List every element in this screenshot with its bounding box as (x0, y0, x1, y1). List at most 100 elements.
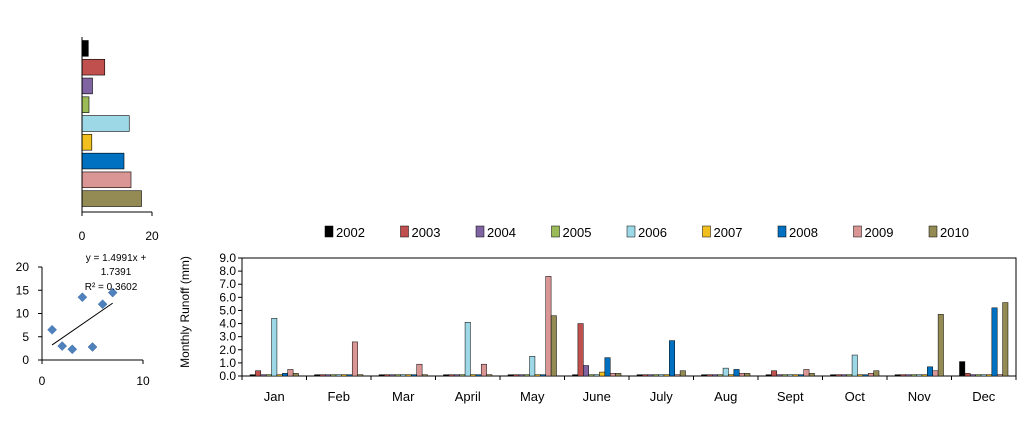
bar-april-2007 (470, 374, 477, 377)
bar-may-2008 (540, 374, 546, 377)
bar-june-2009 (609, 373, 616, 377)
bar-dec-2002 (959, 361, 966, 377)
bar-dec-2008 (991, 307, 998, 377)
bar-jan-2009 (287, 369, 294, 377)
bar-july-2004 (647, 374, 654, 377)
bar-sept-2010 (808, 373, 815, 377)
bar-jan-2007 (276, 374, 283, 377)
legend-label-2003: 2003 (412, 225, 441, 240)
bar-nov-2003 (900, 374, 907, 377)
hbar-x-tick-label: 20 (145, 229, 159, 243)
monthly-runoff-chart: Monthly Runoff (mm) 0.01.02.03.04.05.06.… (178, 225, 1017, 404)
bar-june-2002 (572, 374, 579, 377)
hbar-x-tick-label: 0 (79, 229, 86, 243)
bar-aug-2008 (733, 369, 740, 377)
x-tick-label-nov: Nov (908, 389, 932, 404)
bar-july-2009 (674, 374, 681, 377)
bar-june-2008 (604, 357, 611, 377)
bar-jan-2002 (249, 374, 256, 377)
trendline-equation-line: y = 1.4991x + (86, 253, 147, 264)
y-tick-label: 5.0 (219, 303, 236, 317)
legend-label-2006: 2006 (638, 225, 667, 240)
bar-dec-2006 (980, 374, 987, 377)
bar-dec-2007 (986, 374, 993, 377)
x-tick-label-jan: Jan (264, 389, 285, 404)
bar-jan-2005 (265, 374, 272, 377)
x-tick-label-june: June (583, 389, 611, 404)
bar-sept-2004 (776, 374, 783, 377)
bar-dec-2005 (975, 374, 982, 377)
bar-mar-2002 (378, 374, 385, 377)
bar-jan-2010 (292, 373, 299, 377)
bar-sept-2009 (803, 369, 810, 377)
bar-june-2003 (577, 323, 584, 377)
scatter-y-tick-label: 10 (16, 307, 30, 321)
legend-label-2007: 2007 (714, 225, 743, 240)
scatter-point (87, 342, 98, 352)
bar-nov-2004 (905, 374, 912, 377)
bar-oct-2007 (857, 374, 864, 377)
bar-april-2009 (480, 363, 487, 377)
hbar-2004 (81, 77, 93, 95)
bar-aug-2004 (712, 374, 718, 377)
bar-july-2002 (636, 374, 643, 377)
horizontal-bar-chart: 0 20 (79, 37, 159, 243)
bar-june-2004 (583, 365, 589, 377)
bar-may-2007 (534, 374, 541, 377)
bar-april-2006 (464, 321, 471, 377)
bar-april-2002 (443, 374, 450, 377)
bar-april-2003 (448, 374, 455, 377)
scatter-trendline (51, 302, 113, 346)
bar-sept-2008 (798, 374, 804, 377)
hbar-2009 (81, 171, 132, 189)
legend-label-2002: 2002 (336, 225, 365, 240)
y-tick-label: 3.0 (219, 330, 236, 344)
bar-may-2005 (523, 374, 530, 377)
scatter-point (97, 299, 108, 310)
y-tick-label: 8.0 (219, 264, 236, 278)
bar-aug-2002 (701, 374, 708, 377)
bar-may-2002 (507, 374, 514, 377)
legend-label-2008: 2008 (789, 225, 818, 240)
scatter-point (107, 287, 118, 298)
y-tick-label: 9.0 (219, 251, 236, 265)
x-tick-label-mar: Mar (392, 389, 415, 404)
bar-jan-2006 (271, 318, 278, 377)
hbar-2003 (81, 58, 106, 76)
bar-june-2005 (588, 374, 595, 377)
bar-jan-2003 (255, 370, 262, 377)
bar-feb-2006 (335, 374, 342, 377)
bar-nov-2007 (921, 374, 928, 377)
bar-nov-2010 (937, 314, 944, 377)
legend-swatch-2002 (324, 225, 334, 238)
bar-sept-2007 (792, 374, 799, 377)
bar-feb-2009 (351, 341, 358, 377)
bar-aug-2006 (722, 367, 729, 377)
bar-feb-2002 (314, 374, 321, 377)
bar-dec-2009 (996, 374, 1003, 377)
hbar-2010 (81, 190, 142, 207)
bar-feb-2004 (325, 374, 331, 377)
bar-feb-2010 (357, 374, 364, 377)
x-tick-label-may: May (520, 389, 545, 404)
bar-oct-2010 (873, 370, 880, 377)
bar-july-2005 (652, 374, 659, 377)
legend-swatch-2006 (626, 225, 636, 238)
bar-feb-2003 (319, 374, 326, 377)
legend-label-2005: 2005 (563, 225, 592, 240)
bar-oct-2002 (830, 374, 837, 377)
bar-feb-2005 (330, 374, 337, 377)
bar-nov-2006 (916, 374, 923, 377)
bar-oct-2008 (862, 374, 869, 377)
bar-feb-2008 (346, 374, 353, 377)
x-tick-label-dec: Dec (972, 389, 996, 404)
y-tick-label: 4.0 (219, 317, 236, 331)
bar-mar-2007 (405, 374, 412, 377)
bar-oct-2009 (867, 373, 874, 377)
legend-swatch-2005 (551, 225, 560, 238)
bar-july-2007 (663, 374, 670, 377)
bar-july-2008 (669, 340, 675, 377)
bar-feb-2007 (341, 374, 348, 377)
y-tick-label: 7.0 (219, 277, 236, 291)
bar-april-2004 (454, 374, 460, 377)
